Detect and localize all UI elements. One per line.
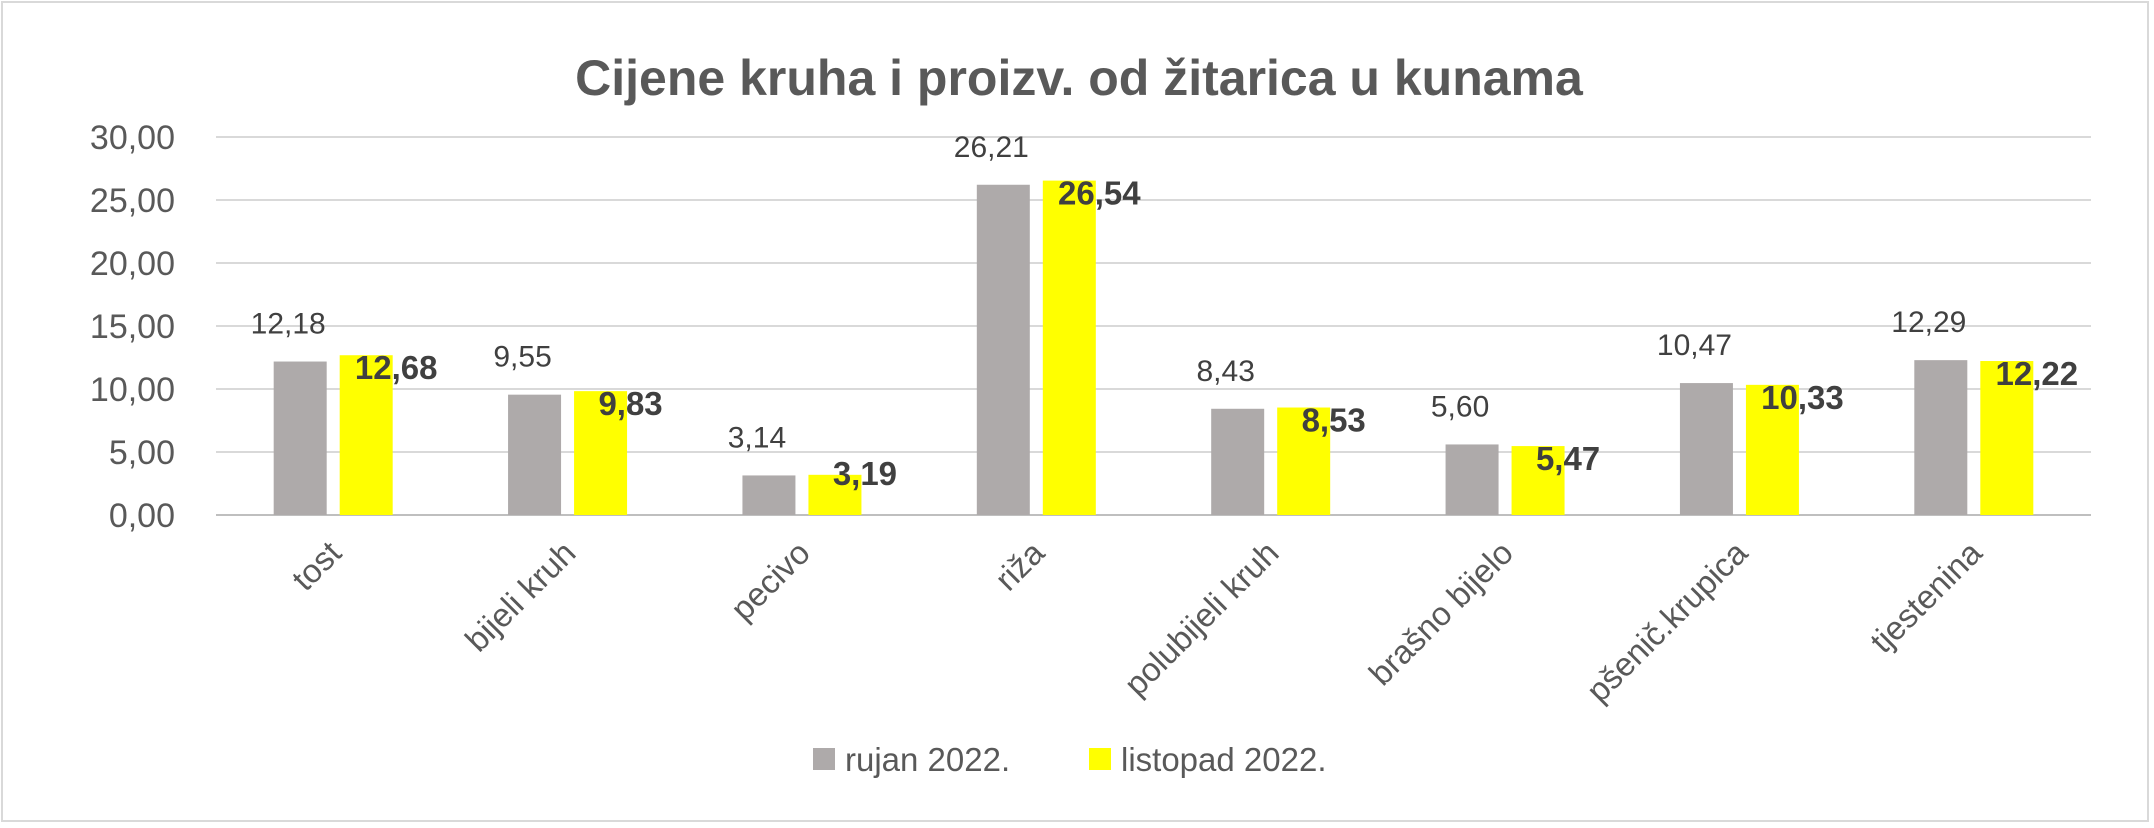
- data-label-rujan: 12,18: [251, 308, 326, 341]
- bar-rujan: [1914, 360, 1968, 515]
- bar-listopad: [1277, 407, 1331, 515]
- bar-rujan: [1445, 444, 1499, 515]
- y-tick-label: 30,00: [90, 119, 175, 157]
- bar-rujan: [976, 184, 1030, 515]
- data-labels: 12,18 12,68 9,55 9,83 3,14 3,19 26,21 26,54 8,43…: [251, 131, 2078, 492]
- data-label-listopad: 3,19: [833, 455, 897, 492]
- chart-title: Cijene kruha i proizv. od žitarica u kun…: [575, 50, 1584, 106]
- data-label-listopad: 5,47: [1536, 440, 1600, 477]
- bar-listopad: [574, 391, 628, 515]
- data-label-listopad: 8,53: [1302, 402, 1366, 439]
- data-label-listopad: 12,22: [1996, 355, 2079, 392]
- x-tick-label: bijeli kruh: [458, 534, 583, 659]
- x-axis-ticks: tost bijeli kruh pecivo riža polubijeli kruh…: [284, 533, 1989, 709]
- bars: [273, 180, 2034, 515]
- y-tick-label: 15,00: [90, 308, 175, 346]
- bar-rujan: [273, 361, 327, 515]
- bar-listopad: [1511, 446, 1565, 515]
- data-label-rujan: 3,14: [728, 421, 786, 454]
- x-tick-label: tost: [284, 534, 348, 598]
- bar-listopad: [339, 355, 393, 515]
- y-tick-label: 10,00: [90, 371, 175, 409]
- gridlines: [216, 136, 2091, 516]
- x-tick-label: polubijeli kruh: [1117, 534, 1286, 703]
- bar-rujan: [742, 475, 796, 515]
- y-tick-label: 0,00: [109, 497, 175, 535]
- x-tick-label: brašno bijelo: [1362, 534, 1520, 692]
- bar-listopad: [1980, 361, 2034, 515]
- data-label-rujan: 8,43: [1196, 355, 1254, 388]
- data-label-rujan: 26,21: [954, 131, 1029, 164]
- y-tick-label: 5,00: [109, 434, 175, 472]
- legend-swatch-rujan: [813, 748, 835, 770]
- bar-listopad: [808, 474, 862, 515]
- bar-listopad: [1042, 180, 1096, 515]
- data-label-listopad: 26,54: [1058, 175, 1141, 212]
- data-label-listopad: 10,33: [1761, 379, 1844, 416]
- x-tick-label: riža: [987, 533, 1051, 597]
- data-label-rujan: 5,60: [1431, 390, 1489, 423]
- y-tick-label: 20,00: [90, 245, 175, 283]
- bar-listopad: [1745, 384, 1799, 515]
- bar-chart: Cijene kruha i proizv. od žitarica u kun…: [90, 50, 2091, 778]
- data-label-rujan: 10,47: [1657, 329, 1732, 362]
- x-tick-label: tjestenina: [1863, 533, 1990, 660]
- data-label-listopad: 12,68: [355, 349, 438, 386]
- bar-rujan: [1211, 408, 1265, 515]
- bar-rujan: [508, 394, 562, 515]
- data-label-rujan: 9,55: [493, 341, 551, 374]
- legend-swatch-listopad: [1089, 748, 1111, 770]
- legend-label-rujan: rujan 2022.: [845, 741, 1010, 778]
- legend-label-listopad: listopad 2022.: [1121, 741, 1327, 778]
- data-label-listopad: 9,83: [598, 385, 662, 422]
- x-tick-label: pecivo: [723, 534, 817, 628]
- bar-rujan: [1679, 383, 1733, 515]
- y-axis-ticks: 0,00 5,00 10,00 15,00 20,00 25,00 30,00: [90, 119, 175, 535]
- data-label-rujan: 12,29: [1891, 306, 1966, 339]
- y-tick-label: 25,00: [90, 182, 175, 220]
- legend: rujan 2022. listopad 2022.: [813, 741, 1327, 778]
- x-tick-label: pšenič.krupica: [1579, 533, 1755, 709]
